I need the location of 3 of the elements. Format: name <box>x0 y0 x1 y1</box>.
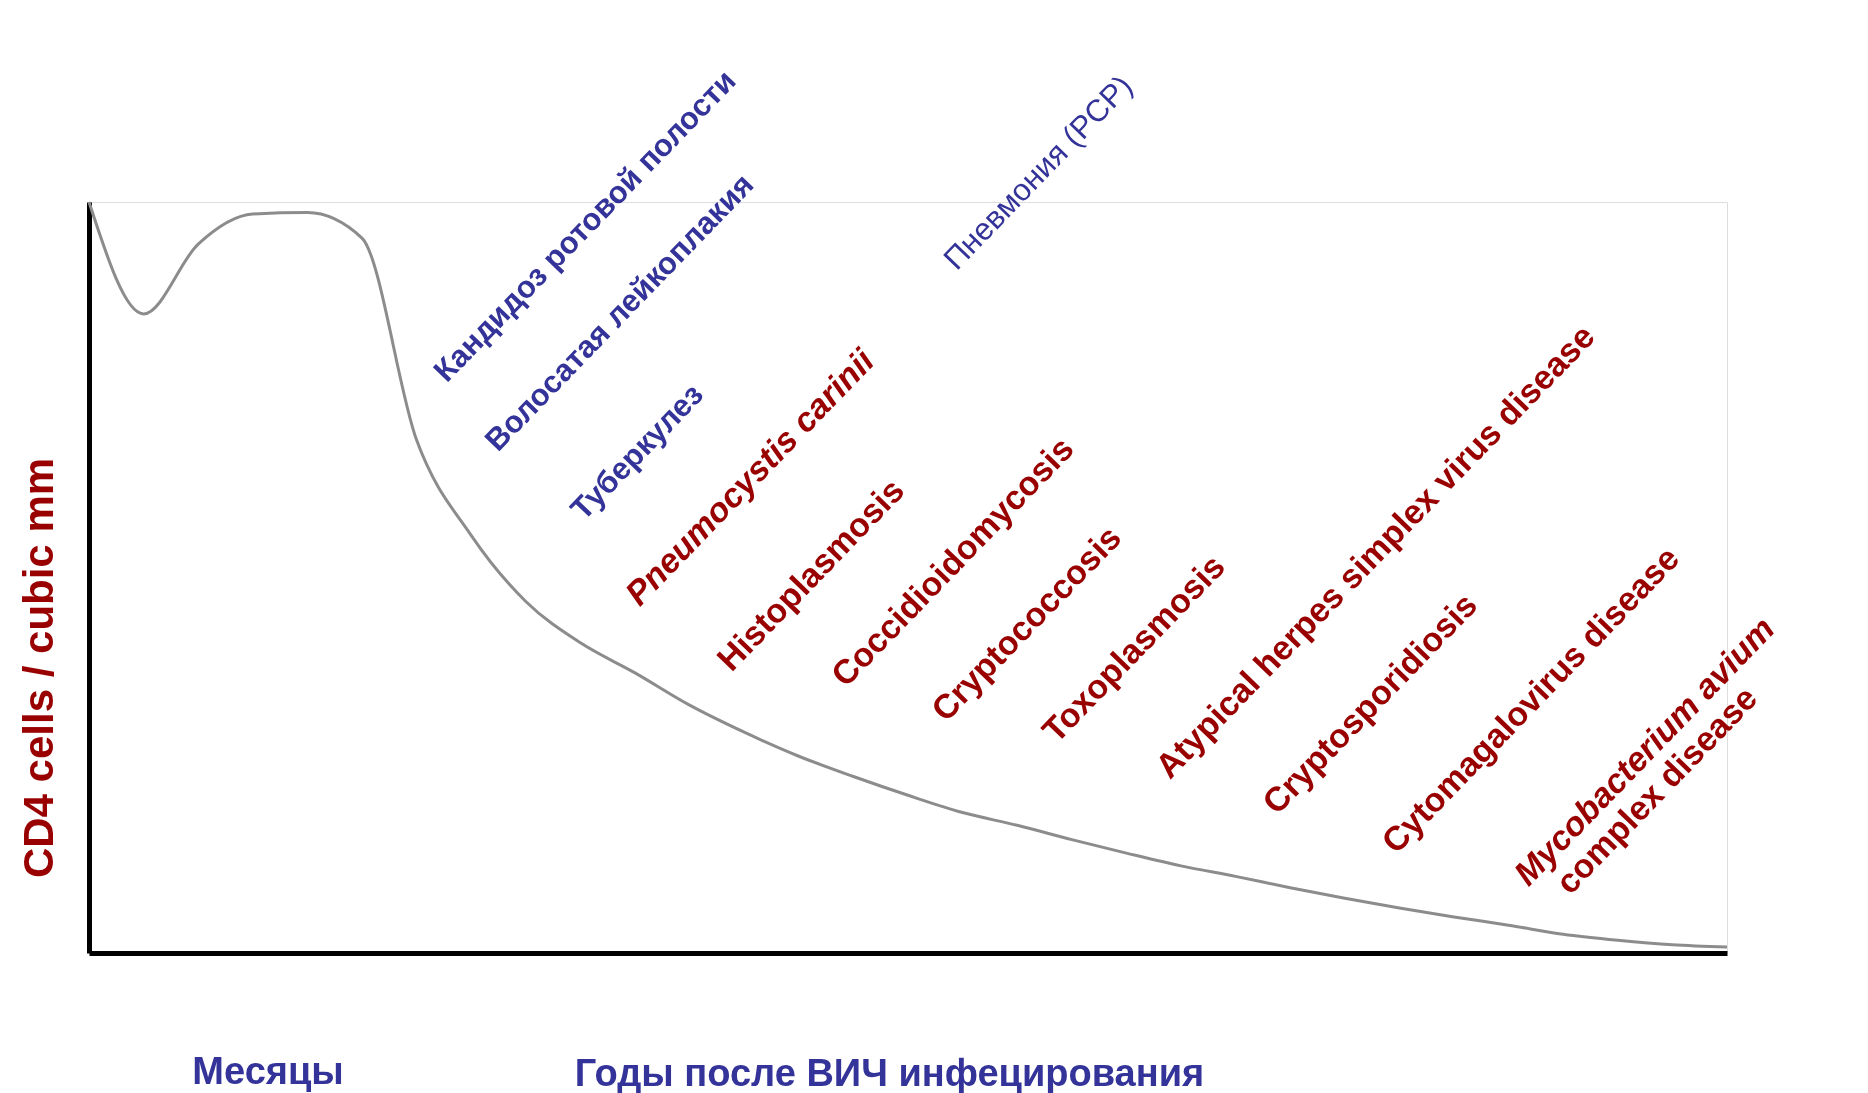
text: Месяцы <box>192 1050 344 1093</box>
x-axis-title: Годы после ВИЧ инфецирования <box>574 1051 1205 1093</box>
y-axis-title: CD4 cells / cubic mm <box>14 457 62 879</box>
